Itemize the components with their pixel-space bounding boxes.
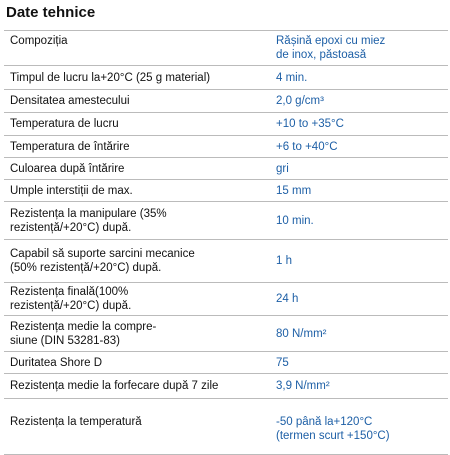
table-row: Temperatura de întărire +6 to +40°C bbox=[4, 136, 448, 158]
property-value: 2,0 g/cm³ bbox=[276, 95, 324, 107]
property-value: +10 to +35°C bbox=[276, 118, 344, 130]
property-value: 3,9 N/mm² bbox=[276, 380, 330, 392]
table-row: Culoarea după întărire gri bbox=[4, 158, 448, 180]
table-row: Temperatura de lucru +10 to +35°C bbox=[4, 113, 448, 136]
property-value: Rășină epoxi cu miez de inox, păstoasă bbox=[276, 35, 386, 61]
table-row: Rezistența finală(100% rezistență/+20°C)… bbox=[4, 283, 448, 316]
table-row: Rezistența la manipulare (35% rezistență… bbox=[4, 202, 448, 240]
property-label: Compoziția bbox=[10, 35, 68, 47]
table-row: Densitatea amestecului 2,0 g/cm³ bbox=[4, 90, 448, 113]
property-label: Rezistența medie la forfecare după 7 zil… bbox=[10, 380, 219, 392]
table-row: Duritatea Shore D 75 bbox=[4, 352, 448, 374]
property-value: 24 h bbox=[276, 293, 299, 305]
property-label: Duritatea Shore D bbox=[10, 356, 103, 369]
property-label: Culoarea după întărire bbox=[10, 162, 125, 175]
property-label: Rezistența la temperatură bbox=[10, 416, 142, 428]
property-label: Rezistența la manipulare (35% rezistență… bbox=[10, 207, 167, 234]
property-label: Densitatea amestecului bbox=[10, 95, 130, 107]
property-label: Rezistența medie la compre- siune (DIN 5… bbox=[10, 320, 157, 347]
property-label: Temperatura de întărire bbox=[10, 140, 130, 153]
property-value: +6 to +40°C bbox=[276, 140, 338, 153]
property-value: gri bbox=[276, 162, 289, 175]
property-label: Temperatura de lucru bbox=[10, 118, 119, 130]
table-row: Rezistența la temperatură -50 până la+120… bbox=[4, 399, 448, 455]
section-title: Date tehnice bbox=[6, 4, 96, 21]
property-value: 10 min. bbox=[276, 214, 314, 227]
table-row: Timpul de lucru la+20°C (25 g material) 4… bbox=[4, 66, 448, 90]
property-label: Rezistența finală(100% rezistență/+20°C)… bbox=[10, 286, 132, 312]
property-label: Capabil să suporte sarcini mecanice (50%… bbox=[10, 248, 195, 274]
table-row: Rezistența medie la forfecare după 7 zil… bbox=[4, 374, 448, 399]
property-label: Umple interstiții de max. bbox=[10, 184, 133, 197]
table-row: Capabil să suporte sarcini mecanice (50%… bbox=[4, 240, 448, 283]
property-value: 1 h bbox=[276, 255, 292, 267]
property-value: 4 min. bbox=[276, 71, 308, 84]
table-row: Rezistența medie la compre- siune (DIN 5… bbox=[4, 316, 448, 352]
property-value: 80 N/mm² bbox=[276, 327, 327, 340]
table-row: Compoziția Rășină epoxi cu miez de inox, … bbox=[4, 30, 448, 66]
table-row: Umple interstiții de max. 15 mm bbox=[4, 180, 448, 202]
property-label: Timpul de lucru la+20°C (25 g material) bbox=[10, 71, 211, 84]
property-value: 75 bbox=[276, 356, 289, 369]
property-value: -50 până la+120°C (termen scurt +150°C) bbox=[276, 416, 390, 442]
property-value: 15 mm bbox=[276, 184, 312, 197]
